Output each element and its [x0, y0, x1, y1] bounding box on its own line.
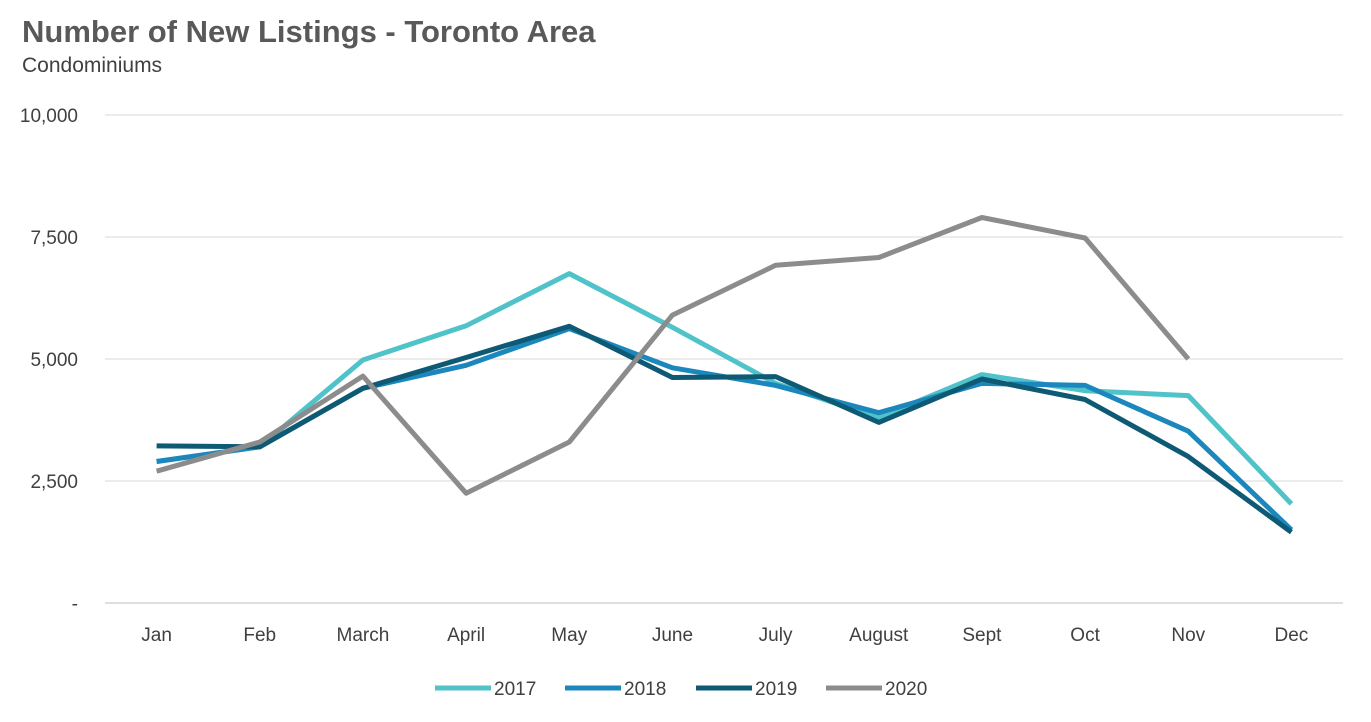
series-line-2020 [155, 215, 1191, 496]
x-tick-label: Nov [1171, 625, 1205, 646]
gridlines [105, 114, 1343, 604]
legend-label-2019: 2019 [755, 679, 797, 700]
x-tick-label: Feb [243, 625, 276, 646]
y-tick-label: 2,500 [30, 472, 78, 493]
legend: 2017 2018 2019 2020 [435, 679, 927, 700]
y-axis-ticks: - 2,500 5,000 7,500 10,000 [20, 106, 78, 615]
x-tick-label: March [337, 625, 390, 646]
x-tick-label: April [447, 625, 485, 646]
x-tick-label: August [849, 625, 909, 646]
x-tick-label: June [652, 625, 693, 646]
chart-title: Number of New Listings - Toronto Area [22, 14, 596, 49]
legend-label-2018: 2018 [624, 679, 666, 700]
legend-label-2020: 2020 [885, 679, 927, 700]
x-tick-label: Dec [1275, 625, 1309, 646]
legend-label-2017: 2017 [494, 679, 536, 700]
x-tick-label: Oct [1070, 625, 1100, 646]
y-tick-label: 10,000 [20, 106, 78, 127]
x-tick-label: May [551, 625, 587, 646]
y-tick-label: 5,000 [30, 350, 78, 371]
series-line-2019 [156, 323, 1293, 535]
series-line-2017 [156, 271, 1294, 506]
chart-subtitle: Condominiums [22, 54, 163, 77]
x-tick-label: July [759, 625, 793, 646]
series-lines [155, 215, 1294, 535]
y-tick-label: - [72, 594, 78, 615]
x-axis-ticks: Jan Feb March April May June July August Sept Oct… [141, 625, 1308, 646]
x-tick-label: Jan [141, 625, 172, 646]
y-tick-label: 7,500 [30, 228, 78, 249]
x-tick-label: Sept [962, 625, 1002, 646]
